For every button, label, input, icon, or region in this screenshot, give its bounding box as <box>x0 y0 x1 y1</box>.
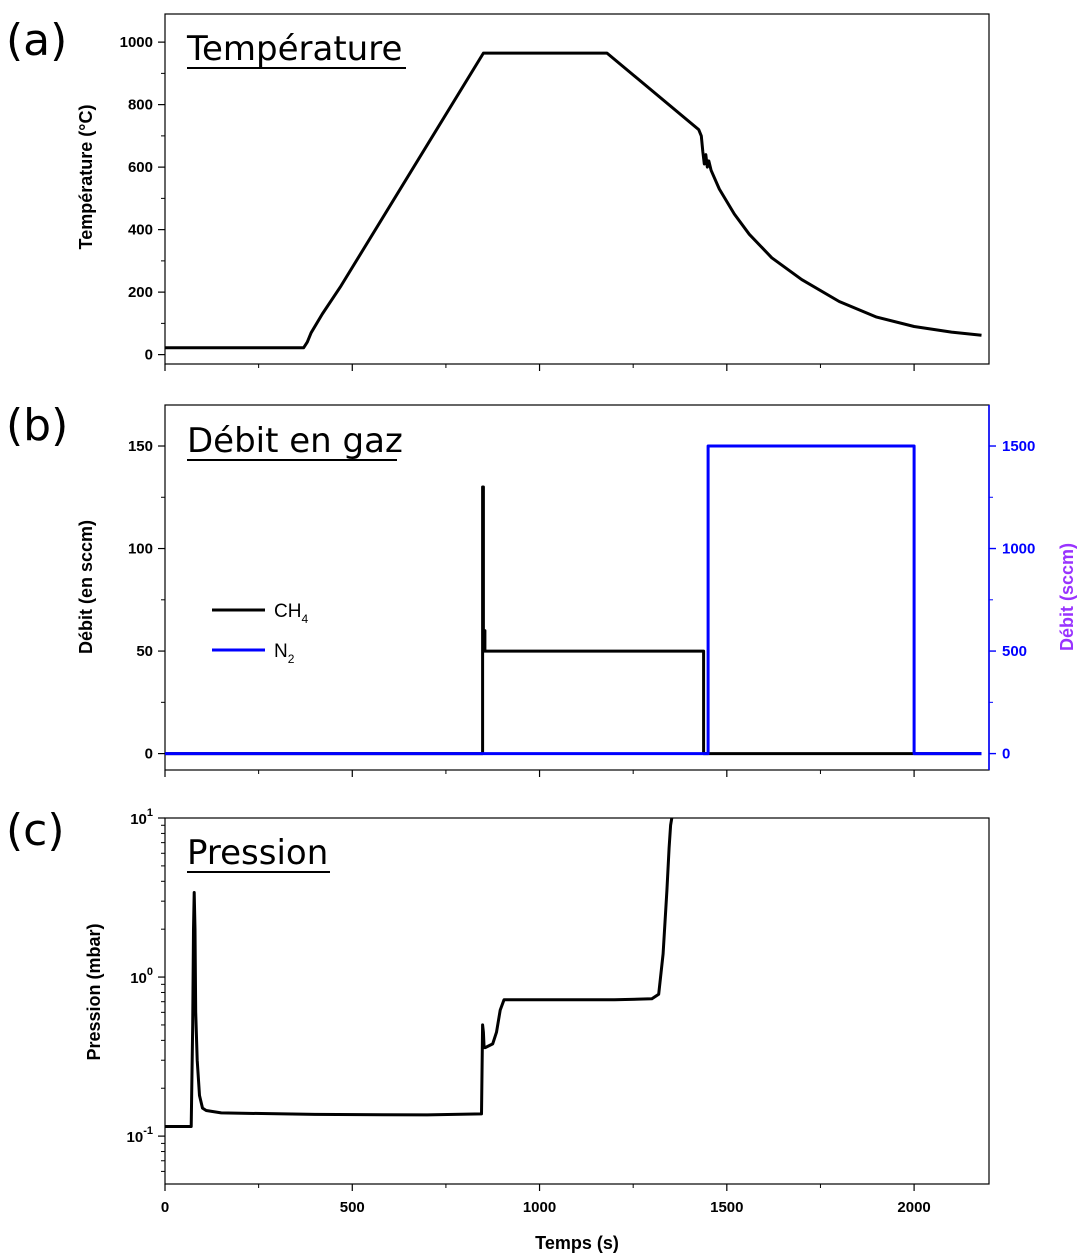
legend: CH4 N2 <box>212 601 308 666</box>
y-tick-label: 800 <box>128 97 153 114</box>
y-tick-label: 200 <box>128 284 153 301</box>
y-tick-label: 0 <box>145 347 153 364</box>
y-right-tick-label: 1500 <box>1002 438 1035 455</box>
legend-label-n2: N2 <box>274 641 295 666</box>
y-tick-label: 150 <box>128 438 153 455</box>
y-ticks-right: 0 500 1000 1500 <box>989 438 1035 763</box>
panel-tag-b: (b) <box>6 400 68 451</box>
panel-tag-c: (c) <box>6 805 65 856</box>
x-tick-label: 0 <box>161 1199 169 1216</box>
y-right-tick-label: 1000 <box>1002 541 1035 558</box>
series-pressure <box>165 817 674 1128</box>
y-right-tick-label: 0 <box>1002 746 1010 763</box>
panel-title-gas-flow: Débit en gaz <box>187 421 403 461</box>
panel-title-pressure: Pression <box>187 833 328 873</box>
panel-tag-a: (a) <box>6 15 67 66</box>
x-tick-label: 1000 <box>523 1199 556 1216</box>
y-tick-label: 101 <box>130 807 153 828</box>
panel-temperature: (a) Température Température (°C) 0 200 400… <box>6 13 990 371</box>
x-ticks-gas-flow <box>164 770 915 777</box>
y-tick-label: 100 <box>128 541 153 558</box>
series-line-s0 <box>165 51 982 350</box>
y-tick-label: 10-1 <box>127 1125 153 1146</box>
y-axis-title-right: Débit (sccm) <box>1057 543 1077 651</box>
y-axis-title-temperature: Température (°C) <box>76 105 96 250</box>
y-ticks-gas-flow: 0 50 100 150 <box>128 438 165 763</box>
x-tick-label: 2000 <box>897 1199 930 1216</box>
series-gas-flow <box>165 444 982 756</box>
y-tick-label: 0 <box>145 746 153 763</box>
x-ticks-pressure: 0 500 1000 1500 2000 <box>161 1184 931 1216</box>
x-tick-label: 1500 <box>710 1199 743 1216</box>
panel-pressure: (c) Pression Pression (mbar) Temps (s) 1… <box>6 805 990 1253</box>
plot-frame-pressure <box>164 817 990 1185</box>
plot-frame-temperature <box>164 13 990 365</box>
y-tick-label: 1000 <box>120 34 153 51</box>
y-tick-label: 50 <box>136 643 153 660</box>
panel-gas-flow: (b) Débit en gaz Débit (en sccm) Débit (… <box>6 400 1077 777</box>
y-tick-label: 400 <box>128 222 153 239</box>
y-tick-label: 100 <box>130 966 153 987</box>
y-axis-title-pressure: Pression (mbar) <box>84 923 104 1060</box>
y-axis-title-gas-flow: Débit (en sccm) <box>76 520 96 654</box>
legend-label-ch4: CH4 <box>274 601 308 626</box>
x-tick-label: 500 <box>340 1199 365 1216</box>
series-temperature <box>165 51 982 350</box>
series-line-ch4 <box>165 485 982 756</box>
x-ticks-temperature <box>164 364 915 371</box>
y-right-tick-label: 500 <box>1002 643 1027 660</box>
series-line-n2 <box>165 444 982 756</box>
y-ticks-pressure: 10-1 100 101 <box>127 807 165 1172</box>
x-axis-title: Temps (s) <box>535 1233 619 1253</box>
y-ticks-temperature: 0 200 400 600 800 1000 <box>120 34 165 364</box>
panel-title-temperature: Température <box>186 29 402 69</box>
y-tick-label: 600 <box>128 159 153 176</box>
series-line-s0 <box>165 817 674 1128</box>
